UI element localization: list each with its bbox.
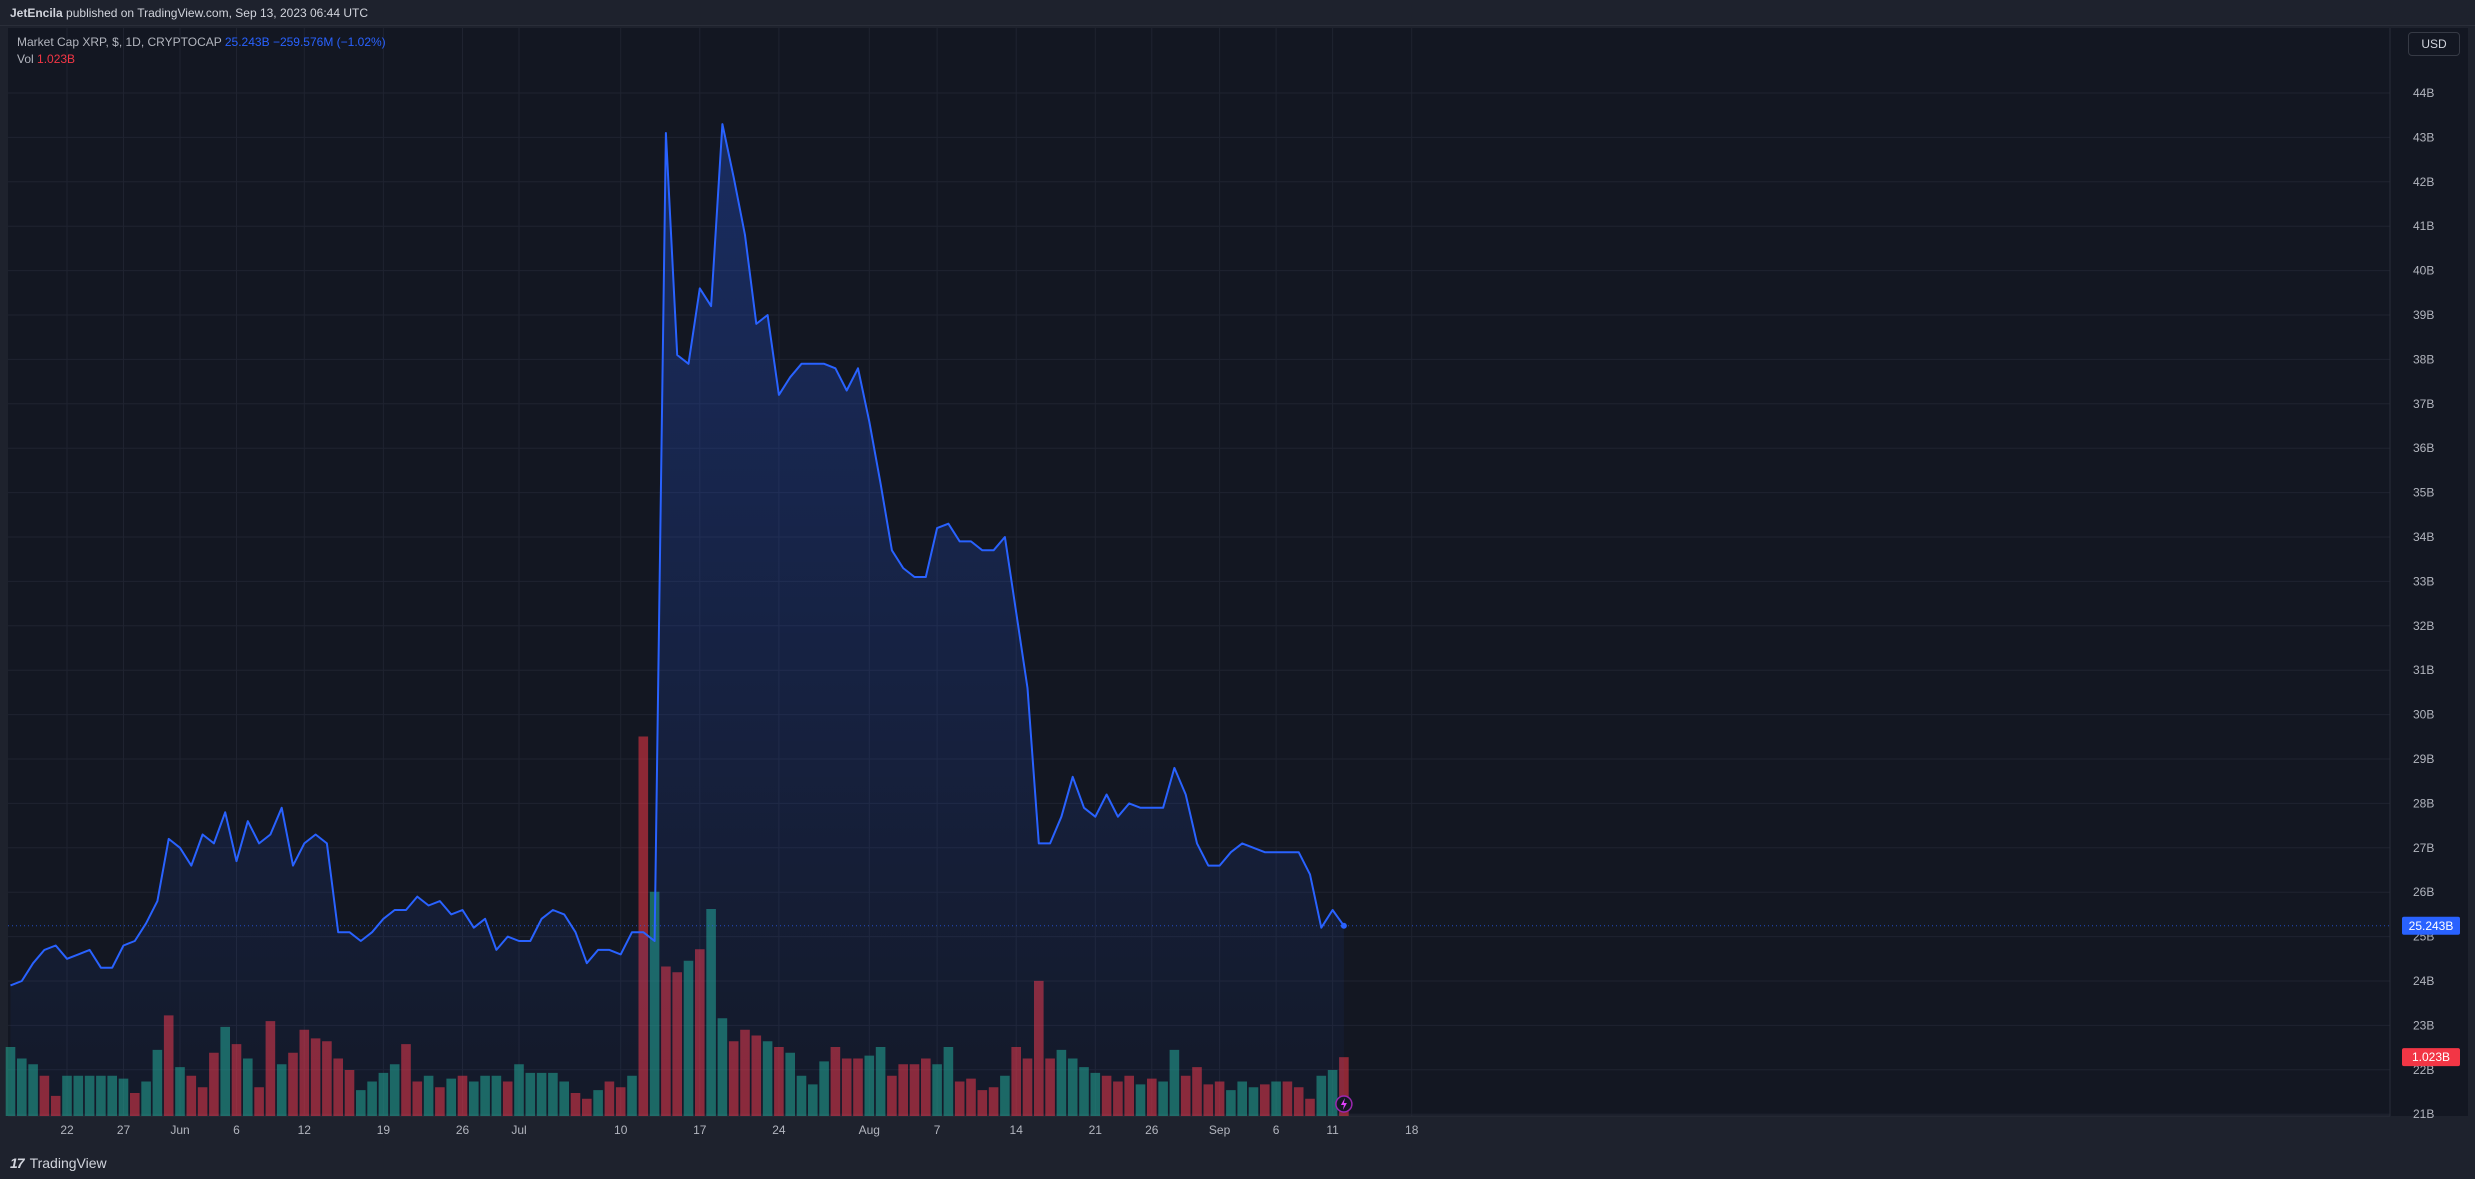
time-tick-label: 26 — [1145, 1123, 1159, 1137]
branding-bar: 17 TradingView — [0, 1148, 2475, 1179]
price-tick-label: 42B — [2413, 175, 2434, 189]
publisher-bar: JetEncila published on TradingView.com, … — [0, 0, 2475, 26]
tradingview-brand[interactable]: 17 TradingView — [10, 1155, 107, 1171]
market-cap-area — [10, 124, 1344, 1117]
price-tick-label: 26B — [2413, 885, 2434, 899]
time-tick-label: 21 — [1089, 1123, 1103, 1137]
price-tick-label: 28B — [2413, 796, 2434, 810]
price-tick-label: 41B — [2413, 219, 2434, 233]
price-tick-label: 40B — [2413, 264, 2434, 278]
price-axis: 44B 43B 42B 41B 40B 39B 38B 37B 36B 35B 34B 33B 32B 3… — [2413, 86, 2434, 1121]
price-tick-label: 32B — [2413, 619, 2434, 633]
time-tick-label: 11 — [1326, 1123, 1339, 1137]
time-tick-label: 7 — [934, 1123, 941, 1137]
time-tick-label: Jul — [511, 1123, 526, 1137]
last-volume-tag-bg — [2402, 1048, 2460, 1067]
publisher-text: published on TradingView.com, Sep 13, 20… — [66, 6, 369, 20]
time-tick-label: 14 — [1010, 1123, 1024, 1137]
time-tick-label: 26 — [456, 1123, 470, 1137]
price-tick-label: 31B — [2413, 663, 2434, 677]
time-tick-label: 6 — [1273, 1123, 1280, 1137]
price-tick-label: 24B — [2413, 974, 2434, 988]
last-price-tag-bg — [2402, 916, 2460, 935]
chart-legend: Market Cap XRP, $, 1D, CRYPTOCAP 25.243B… — [17, 34, 386, 68]
legend-change: −259.576M (−1.02%) — [272, 35, 386, 49]
last-volume-tag: 1.023B — [2402, 1048, 2460, 1067]
lightning-icon[interactable] — [1335, 1095, 1353, 1113]
tradingview-logo-icon: 17 — [10, 1155, 25, 1171]
time-tick-label: 6 — [233, 1123, 240, 1137]
last-price-tag: 25.243B — [2402, 916, 2460, 935]
price-tick-label: 29B — [2413, 752, 2434, 766]
time-tick-label: 27 — [117, 1123, 131, 1137]
price-tick-label: 22B — [2413, 1063, 2434, 1077]
legend-symbol[interactable]: Market Cap XRP, $, 1D, CRYPTOCAP — [17, 35, 222, 49]
last-volume-tag-text: 1.023B — [2412, 1050, 2450, 1064]
price-tick-label: 36B — [2413, 441, 2434, 455]
publisher-info: JetEncila published on TradingView.com, … — [10, 6, 368, 20]
publisher-author: JetEncila — [10, 6, 63, 20]
currency-button[interactable]: USD — [2408, 32, 2460, 56]
price-tick-label: 34B — [2413, 530, 2434, 544]
last-price-dot — [1340, 922, 1347, 929]
price-tick-label: 35B — [2413, 486, 2434, 500]
market-cap-line — [10, 123, 1345, 987]
time-tick-label: 18 — [1405, 1123, 1419, 1137]
time-tick-label: Aug — [859, 1123, 880, 1137]
price-tick-label: 43B — [2413, 130, 2434, 144]
time-tick-label: Jun — [170, 1123, 189, 1137]
price-tick-label: 38B — [2413, 352, 2434, 366]
legend-volume-row: Vol 1.023B — [17, 51, 386, 68]
time-axis: 22 27 Jun 6 12 19 26 Jul 10 17 24 Aug 7 14 21 26 Sep 6 11 1… — [60, 1123, 1418, 1137]
time-tick-label: 19 — [377, 1123, 391, 1137]
price-tick-label: 37B — [2413, 397, 2434, 411]
legend-vol-label[interactable]: Vol — [17, 52, 34, 66]
price-tick-label: 27B — [2413, 841, 2434, 855]
time-tick-label: 17 — [693, 1123, 707, 1137]
legend-vol-value: 1.023B — [37, 52, 76, 66]
price-tick-label: 23B — [2413, 1018, 2434, 1032]
time-tick-label: 22 — [60, 1123, 74, 1137]
time-tick-label: 12 — [298, 1123, 312, 1137]
price-tick-label: 39B — [2413, 308, 2434, 322]
grid-lines — [8, 28, 2390, 1116]
price-tick-label: 30B — [2413, 708, 2434, 722]
time-tick-label: Sep — [1209, 1123, 1231, 1137]
legend-main-row: Market Cap XRP, $, 1D, CRYPTOCAP 25.243B… — [17, 34, 386, 51]
price-tick-label: 44B — [2413, 86, 2434, 100]
price-tick-label: 33B — [2413, 574, 2434, 588]
legend-last-value: 25.243B — [224, 35, 270, 49]
price-tick-label: 21B — [2413, 1107, 2434, 1121]
volume-bar — [638, 736, 649, 1116]
time-tick-label: 24 — [772, 1123, 786, 1137]
last-price-tag-text: 25.243B — [2409, 919, 2454, 933]
brand-name: TradingView — [29, 1155, 107, 1171]
time-tick-label: 10 — [614, 1123, 628, 1137]
